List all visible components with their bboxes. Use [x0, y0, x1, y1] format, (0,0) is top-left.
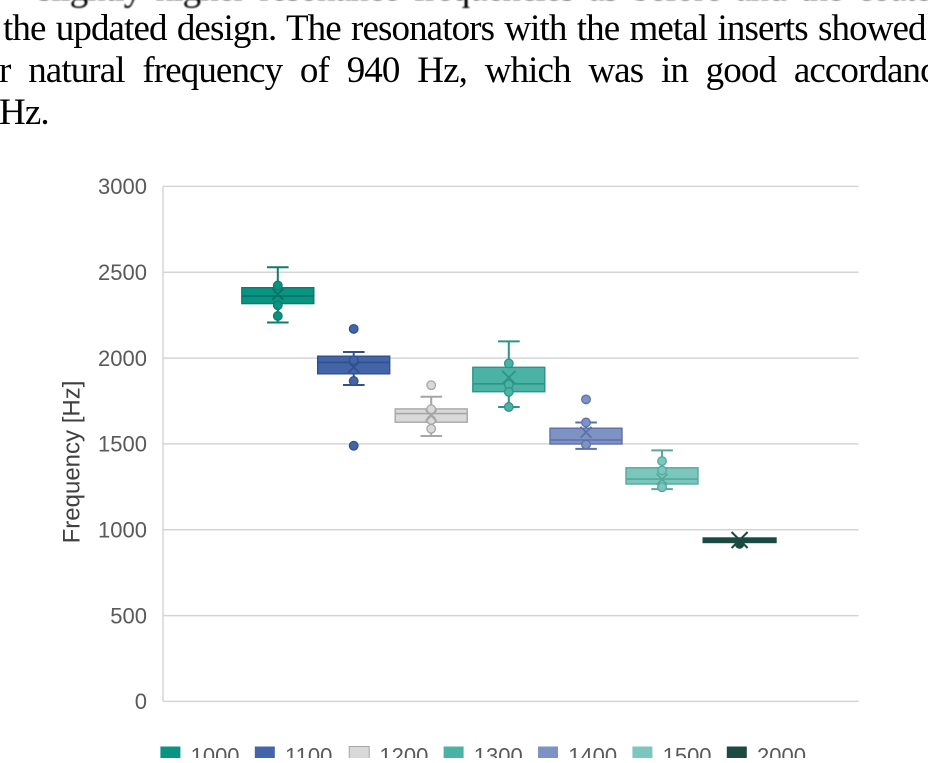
- svg-text:0: 0: [135, 689, 147, 714]
- svg-text:2000: 2000: [98, 346, 147, 371]
- svg-text:3000: 3000: [98, 174, 147, 199]
- svg-text:1400: 1400: [568, 744, 617, 759]
- svg-text:2500: 2500: [98, 260, 147, 285]
- svg-text:1000: 1000: [98, 518, 147, 543]
- svg-text:2000: 2000: [757, 744, 806, 759]
- svg-text:Frequency [Hz]: Frequency [Hz]: [59, 381, 86, 544]
- svg-text:1200: 1200: [379, 744, 428, 759]
- svg-text:1300: 1300: [474, 744, 523, 759]
- svg-text:500: 500: [110, 603, 147, 628]
- svg-text:1100: 1100: [285, 744, 332, 759]
- svg-text:1500: 1500: [98, 432, 147, 457]
- svg-text:1500: 1500: [663, 744, 712, 759]
- svg-text:1000: 1000: [191, 744, 240, 759]
